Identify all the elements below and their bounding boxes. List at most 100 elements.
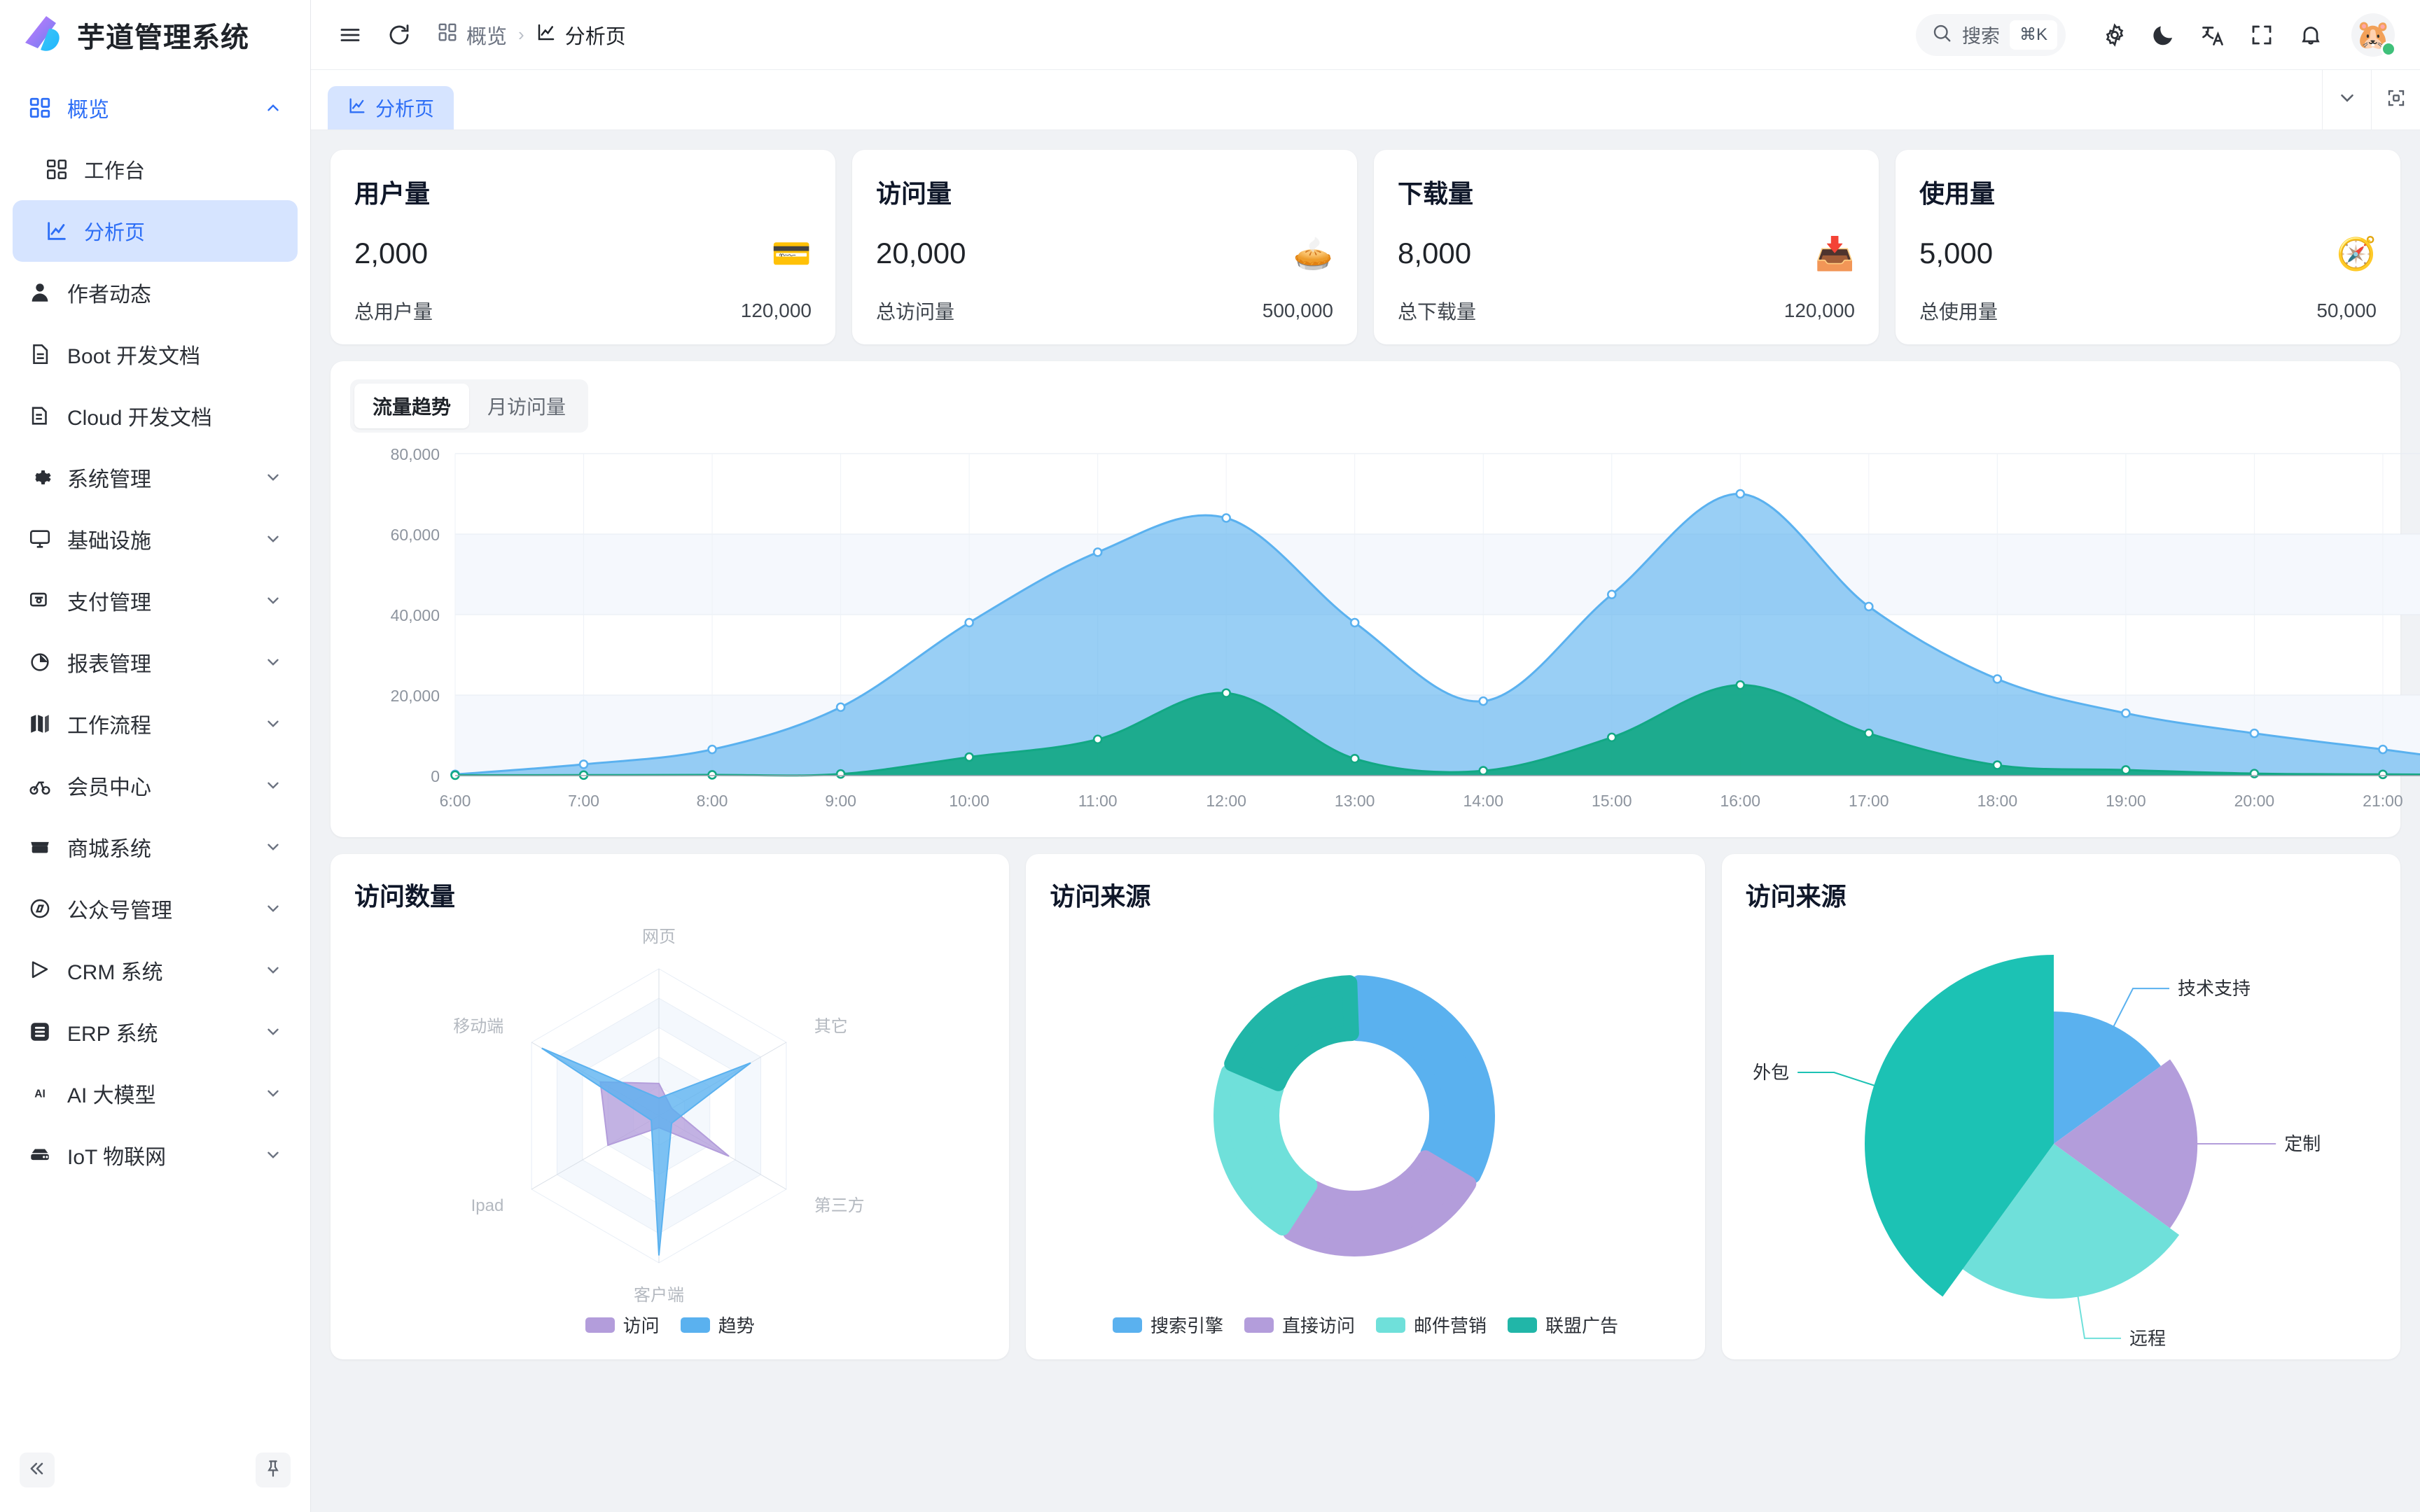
traffic-trend-chart: 0 20,000 40,000 60,000 80,000 6:00 7:00 8:00 9:0… [391,445,2420,810]
sidebar-item-member[interactable]: 会员中心 [13,755,298,816]
legend-item-email[interactable]: 邮件营销 [1375,1312,1487,1338]
sidebar-item-workflow[interactable]: 工作流程 [13,693,298,755]
hamburger-icon[interactable] [335,20,366,50]
avatar[interactable]: 🐹 [2351,13,2396,57]
sidebar-footer [0,1428,310,1512]
inbox-tray-emoji-icon: 📥 [1814,235,1855,272]
trend-chart-card: 流量趋势 月访问量 0 20,000 40,000 60,000 80,000 6:00 7… [331,361,2420,837]
breadcrumb: 概览 › 分析页 [437,20,626,50]
svg-text:21:00: 21:00 [2363,792,2403,810]
maximize-content-icon [2386,88,2407,112]
legend-label: 搜索引擎 [1150,1315,1223,1336]
legend-item-visit[interactable]: 访问 [585,1312,660,1338]
gear-icon[interactable] [2099,20,2130,50]
chevron-down-icon [2337,88,2358,112]
grid-icon [437,22,458,48]
svg-text:移动端: 移动端 [453,1017,503,1036]
shop-icon [28,835,52,859]
sidebar-item-label: 分析页 [84,222,146,244]
trend-tab-traffic[interactable]: 流量趋势 [354,384,470,428]
trend-tab-monthly[interactable]: 月访问量 [487,396,566,418]
stat-card-users[interactable]: 用户量 2,000 💳 总用户量 120,000 [331,150,835,344]
visit-source-donut-chart [1214,975,1496,1256]
stat-card-downloads[interactable]: 下载量 8,000 📥 总下载量 120,000 [1374,150,1879,344]
sidebar-item-author-news[interactable]: 作者动态 [13,262,298,323]
svg-text:网页: 网页 [642,927,676,946]
chart-icon [536,22,557,48]
stat-total-value: 120,000 [1783,300,1855,321]
sidebar-item-system[interactable]: 系统管理 [13,447,298,508]
moon-icon[interactable] [2148,20,2179,50]
breadcrumb-item-analysis[interactable]: 分析页 [536,20,626,50]
legend-item-direct[interactable]: 直接访问 [1244,1312,1355,1338]
sidebar-item-mp[interactable]: 公众号管理 [13,878,298,939]
search-shortcut: ⌘K [2009,20,2057,50]
chevron-down-icon [264,776,282,794]
sidebar-item-ai[interactable]: AI AI 大模型 [13,1063,298,1124]
stat-footer: 总用户量 120,000 [354,297,812,325]
tab-dropdown-button[interactable] [2322,70,2371,130]
tab-analysis[interactable]: 分析页 [328,86,454,130]
svg-text:外包: 外包 [1753,1062,1789,1083]
brand-logo-row[interactable]: 芋道管理系统 [0,0,310,70]
stat-card-visits[interactable]: 访问量 20,000 🥧 总访问量 500,000 [852,150,1357,344]
brand-title: 芋道管理系统 [77,22,249,53]
chevron-down-icon [264,653,282,671]
sidebar-item-analysis[interactable]: 分析页 [13,200,298,262]
refresh-icon[interactable] [384,20,415,50]
monitor-icon [28,527,52,551]
content-maximize-button[interactable] [2371,70,2420,130]
chevron-down-icon [264,468,282,486]
sidebar-collapse-button[interactable] [20,1452,55,1488]
legend-item-trend[interactable]: 趋势 [680,1312,755,1338]
stat-card-row: 用户量 2,000 💳 总用户量 120,000 访问量 20,000 🥧 [331,150,2400,344]
sidebar-pin-button[interactable] [256,1452,291,1488]
radar-chart-card: 访问数量 网页 其它 第三方 客户端 Ipad 移动端 访问 趋势 [331,854,1010,1359]
sidebar-item-workbench[interactable]: 工作台 [13,139,298,200]
stat-total-label: 总使用量 [1919,301,1998,323]
svg-text:40,000: 40,000 [391,606,440,624]
rose-chart-card: 访问来源 技术支持 定制 远程 外包 [1721,854,2400,1359]
credit-card-emoji-icon: 💳 [771,235,812,272]
translate-icon[interactable] [2197,20,2228,50]
svg-text:客户端: 客户端 [634,1286,684,1305]
sidebar-item-label: Boot 开发文档 [67,345,201,368]
pin-icon [263,1459,283,1482]
sidebar-item-payment[interactable]: 支付管理 [13,570,298,631]
sidebar-item-crm[interactable]: CRM 系统 [13,939,298,1001]
sidebar-item-label: 基础设施 [67,530,151,553]
legend-color-chip [1112,1317,1142,1333]
tab-list: 分析页 [311,70,2322,130]
sidebar-item-mall[interactable]: 商城系统 [13,816,298,878]
sidebar-item-cloud-docs[interactable]: Cloud 开发文档 [13,385,298,447]
svg-text:远程: 远程 [2129,1328,2166,1347]
stat-card-usage[interactable]: 使用量 5,000 🧭 总使用量 50,000 [1896,150,2400,344]
sidebar-item-infra[interactable]: 基础设施 [13,508,298,570]
legend-color-chip [1375,1317,1405,1333]
stat-footer: 总访问量 500,000 [876,297,1333,325]
document-icon [28,342,52,366]
legend-label: 访问 [623,1315,660,1336]
sidebar-item-iot[interactable]: IoT 物联网 [13,1124,298,1186]
legend-item-search-engine[interactable]: 搜索引擎 [1112,1312,1223,1338]
legend-color-chip [1244,1317,1274,1333]
legend-item-affiliate[interactable]: 联盟广告 [1508,1312,1618,1338]
search-input[interactable]: 搜索 ⌘K [1915,13,2066,56]
sidebar-item-boot-docs[interactable]: Boot 开发文档 [13,323,298,385]
chevron-down-icon [264,715,282,733]
breadcrumb-item-overview[interactable]: 概览 [437,20,507,50]
svg-text:0: 0 [431,767,440,785]
stat-total-label: 总用户量 [354,301,433,323]
sidebar-item-label: 系统管理 [67,468,151,491]
svg-text:Ipad: Ipad [471,1196,504,1215]
svg-text:第三方: 第三方 [814,1196,865,1215]
fullscreen-icon[interactable] [2246,20,2277,50]
bell-icon[interactable] [2295,20,2326,50]
server-icon [28,1143,52,1167]
sidebar-item-overview[interactable]: 概览 [13,77,298,139]
sidebar-item-report[interactable]: 报表管理 [13,631,298,693]
svg-text:10:00: 10:00 [949,792,989,810]
flag-icon [28,958,52,982]
sidebar-item-erp[interactable]: ERP 系统 [13,1001,298,1063]
